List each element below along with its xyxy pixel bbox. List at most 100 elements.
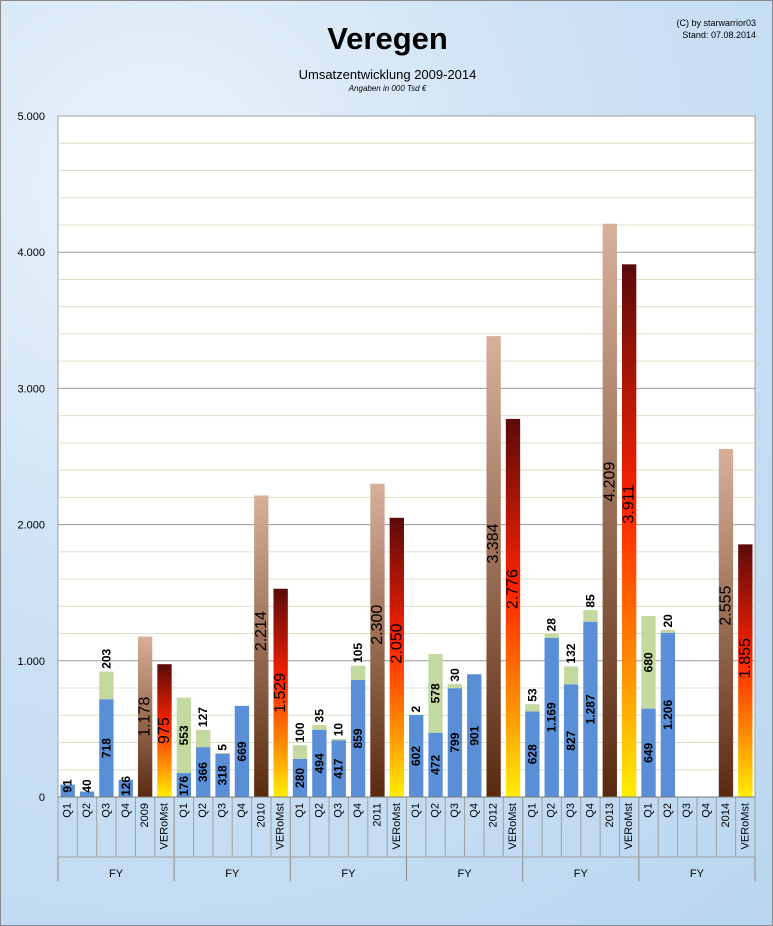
bar-quarter (641, 708, 656, 797)
bar-delta-label: 578 (429, 683, 443, 703)
y-tick-label: 1.000 (17, 656, 45, 668)
credit: (C) by starwarrior03 Stand: 07.08.2014 (676, 17, 756, 41)
x-tick-label: Q4 (701, 803, 713, 818)
plot-area (57, 115, 756, 798)
bar-quarter (428, 732, 443, 797)
bar-quarter (583, 621, 598, 797)
x-tick-label: Q2 (430, 803, 442, 818)
bar-delta-label: 105 (351, 643, 365, 663)
group-label: FY (341, 868, 356, 880)
fy-total-label: 2.300 (369, 605, 386, 645)
bar-fy-total (137, 636, 153, 797)
bar-value-label: 494 (312, 753, 326, 773)
bar-quarter-delta (312, 724, 327, 730)
y-tick-label: 4.000 (17, 247, 45, 259)
x-tick-label: Q4 (120, 803, 132, 818)
x-tick-label: Q4 (584, 803, 596, 818)
vero-label: 1.855 (737, 638, 754, 678)
x-tick-label: VERoMst (739, 803, 751, 849)
bar-fy-total (254, 495, 269, 797)
bar-value-label: 649 (642, 742, 656, 762)
x-tick-label: Q4 (236, 803, 248, 818)
bar-value-label: 91 (61, 779, 75, 793)
bar-value-label: 366 (196, 762, 210, 782)
bar-quarter (447, 688, 463, 797)
bar-quarter (544, 637, 559, 797)
chart-subtitle: Umsatzentwicklung 2009-2014 (298, 67, 477, 82)
bar-fy-total (718, 449, 734, 797)
x-tick-label: Q2 (81, 803, 93, 818)
bar-quarter (350, 680, 366, 797)
bar-delta-label: 680 (642, 652, 656, 672)
bar-quarter (99, 699, 114, 797)
bar-quarter (292, 758, 308, 797)
bar-value-label: 602 (409, 746, 423, 766)
bar-delta-label: 100 (293, 722, 307, 742)
bar-value-label: 126 (119, 776, 133, 796)
bar-vero (738, 544, 753, 797)
bar-delta-label: 2 (409, 705, 423, 712)
bar-value-label: 472 (429, 755, 443, 775)
bar-quarter (409, 715, 424, 797)
x-tick-label: 2013 (604, 803, 616, 827)
bar-vero (157, 664, 172, 797)
x-tick-label: Q3 (100, 803, 112, 818)
gridlines (58, 142, 755, 771)
fy-total-label: 4.209 (601, 462, 618, 502)
bar-value-label: 176 (177, 776, 191, 796)
bar-value-label: 1.169 (545, 702, 559, 732)
x-tick-label: Q1 (62, 803, 74, 818)
x-tick-label: VERoMst (275, 803, 287, 849)
bar-value-label: 1.206 (661, 700, 675, 730)
y-tick-label: 0 (39, 792, 45, 804)
bar-quarter (60, 784, 75, 797)
credit-date: Stand: 07.08.2014 (682, 30, 756, 40)
bar-delta-label: 203 (99, 648, 113, 668)
y-tick-label: 5.000 (17, 111, 45, 123)
x-tick-label: VERoMst (158, 803, 170, 849)
bar-quarter-delta (350, 665, 366, 681)
bar-value-label: 827 (564, 730, 578, 750)
bar-quarter (79, 791, 95, 797)
x-tick-label: Q2 (546, 803, 558, 818)
bar-delta-label: 127 (196, 707, 210, 727)
bar-quarter (215, 753, 230, 797)
bar-value-label: 628 (525, 744, 539, 764)
bar-quarter (312, 729, 327, 797)
bar-value-label: 318 (216, 765, 230, 785)
bar-delta-label: 53 (525, 688, 539, 702)
bar-quarter (331, 740, 346, 797)
bar-delta-label: 35 (312, 709, 326, 723)
bar-value-label: 718 (99, 738, 113, 758)
bar-fy-total (370, 483, 385, 797)
x-tick-label: 2010 (255, 803, 267, 827)
bar-quarter (118, 779, 133, 797)
group-label: FY (225, 868, 240, 880)
bar-value-label: 417 (332, 758, 346, 778)
x-tick-label: Q3 (681, 803, 693, 818)
unit-note: Angaben in 000 Tsd € (348, 84, 427, 93)
group-label: FY (109, 868, 124, 880)
fy-total-label: 2.214 (253, 611, 270, 651)
bar-value-label: 280 (293, 768, 307, 788)
bar-quarter-delta (99, 671, 114, 700)
x-tick-label: Q2 (313, 803, 325, 818)
x-tick-label: Q2 (662, 803, 674, 818)
x-tick-label: VERoMst (507, 803, 519, 849)
x-tick-label: Q3 (217, 803, 229, 818)
bar-quarter (525, 711, 540, 797)
x-tick-label: 2014 (720, 803, 732, 827)
fy-total-label: 1.178 (137, 697, 154, 737)
bar-delta-label: 28 (545, 618, 559, 632)
x-tick-label: Q3 (565, 803, 577, 818)
x-tick-label: Q1 (178, 803, 190, 818)
group-label: FY (458, 868, 473, 880)
bars (60, 223, 753, 798)
bar-vero (389, 517, 404, 797)
bar-quarter (660, 632, 676, 797)
y-tick-label: 2.000 (17, 520, 45, 532)
x-tick-label: Q1 (410, 803, 422, 818)
bar-value-label: 901 (467, 725, 481, 745)
